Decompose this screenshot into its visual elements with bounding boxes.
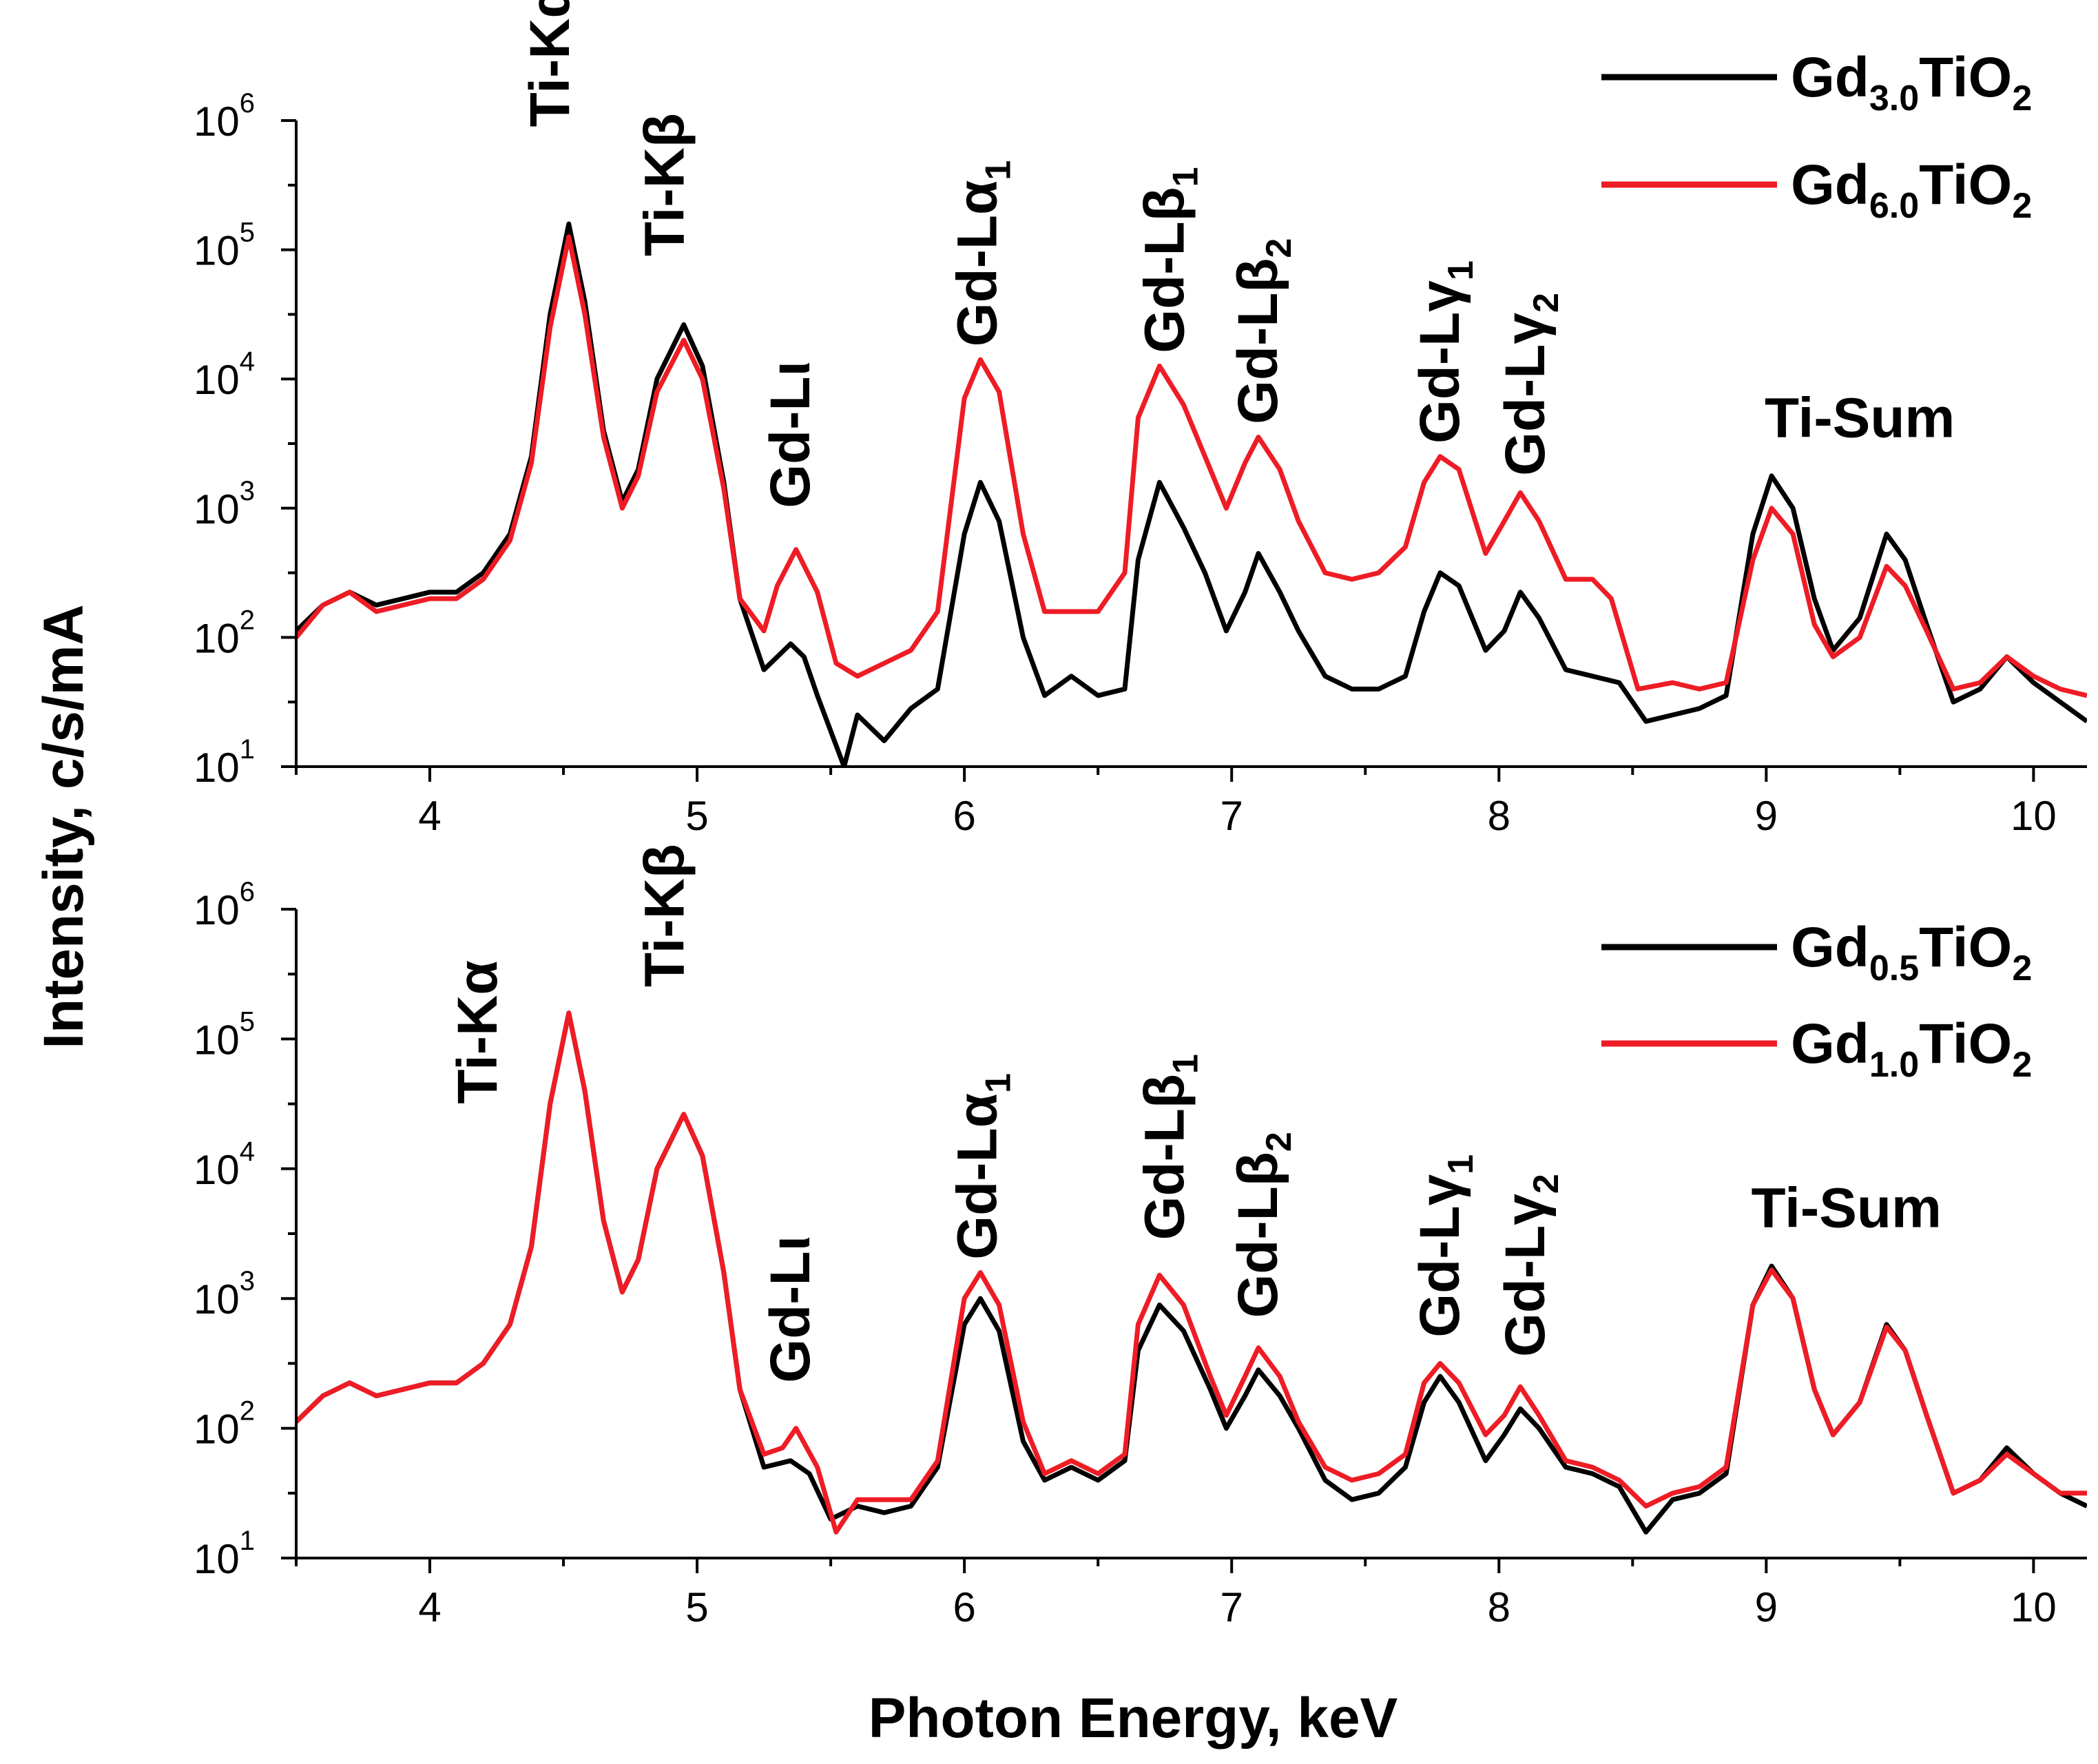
peak-label: Gd-Lι (759, 361, 822, 508)
x-tick-label: 7 (1221, 1584, 1243, 1630)
x-tick-label: 8 (1488, 793, 1510, 839)
legend-entry-top-1: Gd6.0TiO2 (1601, 154, 2032, 226)
peak-label: Gd-Lα1 (946, 1073, 1019, 1260)
y-tick-label: 106 (194, 877, 255, 933)
legend-label: Gd1.0TiO2 (1791, 1013, 2032, 1085)
x-tick-label: 4 (418, 793, 441, 839)
peak-label: Gd-Lβ2 (1227, 238, 1299, 424)
x-ticks: 4 5 6 7 8 9 10 (295, 1558, 2057, 1630)
y-ticks: 101 102 103 104 105 106 (194, 877, 296, 1582)
peak-label: Ti-Sum (1765, 387, 1955, 450)
y-tick-label: 105 (194, 218, 255, 274)
peak-label: Gd-Lγ2 (1494, 293, 1566, 476)
y-tick-label: 103 (194, 476, 255, 532)
legend-label: Gd0.5TiO2 (1791, 916, 2032, 988)
x-tick-label: 9 (1755, 793, 1778, 839)
y-tick-label: 104 (194, 346, 255, 403)
peak-label: Ti-Kα (446, 960, 509, 1103)
x-ticks: 4 5 6 7 8 9 10 (295, 767, 2057, 839)
x-tick-label: 4 (418, 1584, 441, 1630)
y-tick-label: 102 (194, 605, 255, 661)
x-axis-label: Photon Energy, keV (869, 1687, 1398, 1750)
panel-top: 4 5 6 7 8 9 10 101 102 103 104 105 106 Gd3.0TiO2 Gd6.0… (194, 0, 2087, 839)
y-tick-label: 104 (194, 1137, 255, 1193)
y-ticks: 101 102 103 104 105 106 (194, 88, 296, 791)
panel-bottom: 4 5 6 7 8 9 10 101 102 103 104 105 106 Gd0.5TiO2 Gd1.0… (194, 844, 2087, 1630)
y-tick-label: 105 (194, 1006, 255, 1063)
legend-entry-top-0: Gd3.0TiO2 (1601, 46, 2032, 118)
peak-label: Ti-Kα (519, 0, 581, 127)
legend-label: Gd6.0TiO2 (1791, 154, 2032, 226)
y-axis-label: Intensity, c/s/mA (32, 604, 95, 1049)
y-tick-label: 103 (194, 1266, 255, 1322)
x-tick-label: 10 (2011, 793, 2057, 839)
y-tick-label: 102 (194, 1396, 255, 1453)
y-tick-label: 101 (194, 734, 255, 791)
peak-label: Gd-Lγ1 (1409, 260, 1481, 444)
peak-label: Gd-Lγ1 (1409, 1154, 1481, 1338)
peak-label: Ti-Sum (1752, 1177, 1942, 1240)
legend-label: Gd3.0TiO2 (1791, 46, 2032, 118)
peak-label: Gd-Lα1 (946, 160, 1019, 347)
x-tick-label: 6 (953, 1584, 975, 1630)
peak-label: Gd-Lγ2 (1494, 1174, 1566, 1357)
x-tick-label: 10 (2011, 1584, 2057, 1630)
y-tick-label: 101 (194, 1526, 255, 1582)
x-tick-label: 8 (1488, 1584, 1510, 1630)
peak-label: Ti-Kβ (634, 844, 696, 987)
peak-label: Gd-Lβ1 (1133, 167, 1205, 353)
x-tick-label: 5 (685, 1584, 708, 1630)
x-tick-label: 9 (1755, 1584, 1778, 1630)
y-tick-label: 106 (194, 88, 255, 145)
peak-label: Ti-Kβ (634, 113, 696, 256)
series-line-bottom-1 (296, 1010, 2087, 1535)
x-tick-label: 5 (685, 793, 708, 839)
x-tick-label: 7 (1221, 793, 1243, 839)
peak-label: Gd-Lβ2 (1227, 1132, 1299, 1318)
peak-label: Gd-Lι (759, 1236, 822, 1383)
peak-label: Gd-Lβ1 (1133, 1054, 1205, 1240)
legend-entry-bottom-0: Gd0.5TiO2 (1601, 916, 2032, 988)
x-tick-label: 6 (953, 793, 975, 839)
series-line-top-1 (296, 234, 2087, 698)
legend-entry-bottom-1: Gd1.0TiO2 (1601, 1013, 2032, 1085)
